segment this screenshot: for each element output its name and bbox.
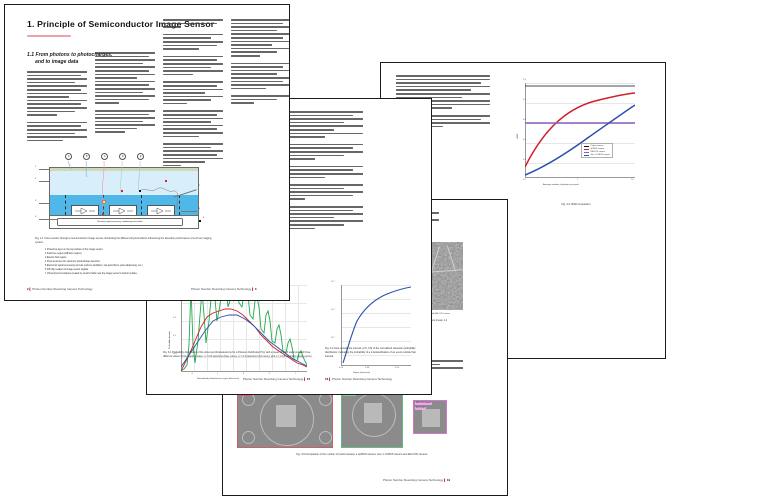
figure-1-1-legend: 1 Protective layer on the top surface of… <box>45 249 143 277</box>
resolution-target-emccd: EM-CCD camera 512 x 512 <box>413 400 447 434</box>
title-underline <box>27 35 71 38</box>
legend-item-7: 7 Virtual pixel boundaries created by el… <box>45 272 138 275</box>
chart-fig-4-2-rsnr: 1.0 0.9 0.8 0.6 0.4 0.1 1 10 rSNR Averag… <box>503 77 643 195</box>
page1-footer-left: 2 ▌ Photon Number Resolving Camera Techn… <box>27 287 93 291</box>
legend-item-6: 6 Off-chip readout of image sensor signa… <box>45 268 89 271</box>
page1-footer-title: Photon Number Resolving Camera Technolog… <box>32 287 93 291</box>
section-heading: 1.1 From photons to photocharges, and to… <box>27 52 137 67</box>
page2-footer-right: 16 ▌ Photon Number Resolving Camera Tech… <box>325 377 393 381</box>
page2-footer-left: Photon Number Resolving Camera Technolog… <box>243 377 311 381</box>
page1-footer-number: 2 <box>27 287 29 291</box>
page2-footer-left-number: 15 <box>306 377 311 381</box>
section-heading-line1: 1.1 From photons to photocharges, <box>27 52 113 58</box>
legend-item-3: Gen 1 sCMOS camera <box>590 153 610 156</box>
region-label-1: 1 <box>35 166 37 168</box>
label-process-e: E <box>137 153 145 161</box>
legend-item-0: Perfect camera <box>590 145 604 147</box>
region-label-2: 2 <box>35 178 37 180</box>
page1-text-column-2 <box>95 52 155 135</box>
label-process-d: D <box>119 153 127 161</box>
page1-text-column-3 <box>163 19 223 168</box>
page1-footer-right: Photon Number Resolving Camera Technolog… <box>191 287 257 291</box>
page-title: 1. Principle of Semiconductor Image Sens… <box>27 19 215 29</box>
page2-footer-right-title: Photon Number Resolving Camera Technolog… <box>331 377 393 381</box>
page2-footer-right-number: 16 <box>325 377 329 381</box>
page3-footer-number: 19 <box>446 478 451 482</box>
page2-figure-caption-left: Fig. 3-1 Probability distribution of the… <box>163 351 313 358</box>
legend-item-1: qCMOS camera <box>590 147 605 150</box>
label-process-a: A <box>65 153 73 161</box>
offchip-readout-marker <box>199 220 201 222</box>
legend-item-1: 1 Protective layer on the top surface of… <box>45 249 104 251</box>
readout-signal-bar: Electronic signal processing, conditioni… <box>57 218 183 226</box>
region-label-4: 4 <box>199 208 201 210</box>
photon-path-traces <box>67 160 179 210</box>
chart-fig-3-1-xlabel: Normalized photoelectron signal (electro… <box>197 378 240 380</box>
target-tag-sub-emccd: 512 x 512 <box>415 407 426 410</box>
figure-1-1-sensor-cross-section: A B C D E F <box>35 153 207 233</box>
region-label-3: 3 <box>35 200 37 202</box>
target-tag-emccd: EM-CCD camera <box>415 402 433 405</box>
page3-noise-right-label-b: (Right) EM-CCD camera <box>429 313 450 315</box>
chart-fig-4-2-legend: Perfect camera qCMOS camera EM-CCD camer… <box>581 143 613 159</box>
label-process-b: B <box>83 153 91 161</box>
page3-footer: Photon Number Resolving Camera Technolog… <box>383 478 451 482</box>
page1-footer-right-number: 3 <box>254 287 257 291</box>
section-heading-line2: and to image data <box>35 59 79 66</box>
legend-item-2: EM-CCD camera <box>590 150 605 153</box>
region-label-6: 6 <box>203 217 205 219</box>
page1-footer-right-title: Photon Number Resolving Camera Technolog… <box>191 287 252 291</box>
document-page-1[interactable]: 1. Principle of Semiconductor Image Sens… <box>4 4 290 301</box>
chart-fig-4-2-xlabel: Average number of photons per pixel <box>543 184 579 186</box>
page3-targets-caption: Fig. 4-5 Comparison of the number of pix… <box>296 453 428 456</box>
legend-item-4: 4 Pixel structures for electronic photoc… <box>45 260 101 263</box>
region-label-7: 7 <box>199 185 201 187</box>
chart-fig-4-2-ylabel: rSNR <box>517 133 519 139</box>
figure-1-1-caption: Fig. 1-1 Cross section through a semicon… <box>35 237 212 244</box>
page1-text-column-4 <box>231 19 289 106</box>
resolution-target-qcmos: qCMOS camera 4096 x 2304 <box>237 386 333 448</box>
label-process-c: C <box>101 153 109 161</box>
chart-fig-3-2-misclassification: 10⁻¹ 10⁻³ 10⁻⁵ 0.10 0.30 0.50 Sigma (ele… <box>325 281 417 381</box>
legend-item-3: 3 Electric field region. <box>45 256 67 259</box>
region-label-5: 5 <box>35 216 37 218</box>
page2-figure-caption-right: Fig. 3-2 Area outside the interval ]-0.5… <box>325 347 416 358</box>
chart-fig-3-1-ylabel: Probability density <box>169 331 171 349</box>
legend-item-5: 5 Electronic signal processing circuits … <box>45 264 144 267</box>
chart-fig-4-2-curves <box>525 85 635 176</box>
page2-text-column-right <box>267 111 363 231</box>
resolution-target-scmos: Gen 1 sCMOS camera 2048 x 2048 <box>341 386 403 448</box>
page2-footer-left-title: Photon Number Resolving Camera Technolog… <box>243 377 304 381</box>
page4-figure-caption: Fig. 4-2 rSNR comparison <box>561 203 591 206</box>
page1-text-column-1 <box>27 71 87 143</box>
page3-footer-title: Photon Number Resolving Camera Technolog… <box>383 478 444 482</box>
layer-field-free-region <box>49 171 199 196</box>
legend-item-2: 2 Field-free region (diffusion region). <box>45 252 82 255</box>
